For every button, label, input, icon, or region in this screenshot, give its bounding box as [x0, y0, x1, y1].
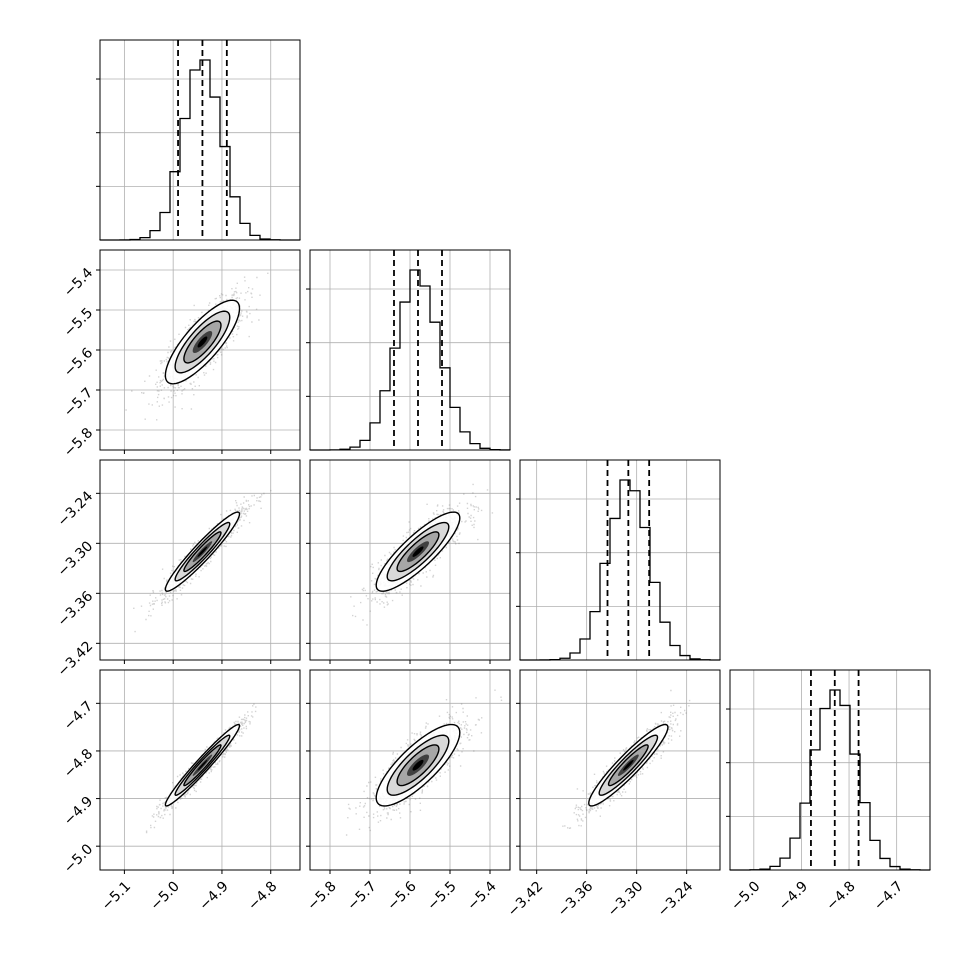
scatter-frame-2-1: [309, 459, 511, 661]
scatter-frame-3-1: [309, 669, 511, 871]
x-tick-label-1-2: −5.6: [384, 878, 419, 913]
x-tick-label-0-2: −4.9: [196, 878, 231, 913]
contour-0: [164, 723, 241, 807]
x-tick-label-3-0: −5.0: [728, 878, 763, 913]
contour-1: [174, 310, 231, 374]
scatter-panel-1-0: [96, 249, 301, 454]
x-tick-label-1-4: −5.4: [464, 878, 499, 913]
x-tick-label-0-3: −4.8: [245, 878, 280, 913]
x-tick-label-2-1: −3.36: [555, 878, 597, 920]
y-tick-label-3-0: −5.0: [61, 841, 96, 876]
y-tick-label-3-1: −4.9: [61, 794, 96, 829]
histogram-frame-1: [309, 249, 511, 451]
contour-2: [183, 531, 222, 573]
histogram-frame-3: [729, 669, 931, 871]
scatter-frame-3-2: [519, 669, 721, 871]
contour-0: [588, 723, 669, 807]
contour-2: [396, 744, 440, 787]
scatter-frame-2-0: [99, 459, 301, 661]
scatter-frame-3-0: [99, 669, 301, 871]
y-tick-label-3-3: −4.7: [61, 698, 96, 733]
x-tick-label-0-0: −5.1: [99, 878, 134, 913]
contour-1: [174, 734, 231, 796]
x-tick-label-1-1: −5.7: [344, 878, 379, 913]
histogram-panel-3: [726, 669, 931, 871]
contour-1: [386, 734, 450, 796]
x-tick-label-3-3: −4.7: [871, 878, 906, 913]
scatter-frame-1-0: [99, 249, 301, 451]
histogram-2: [519, 479, 721, 661]
contour-0: [375, 723, 461, 807]
histogram-panel-0: [96, 39, 301, 241]
y-tick-label-1-0: −5.8: [61, 425, 96, 460]
contour-1: [174, 521, 231, 582]
contour-2: [607, 744, 649, 787]
x-tick-label-3-2: −4.8: [823, 878, 858, 913]
x-tick-label-1-0: −5.8: [304, 878, 339, 913]
contour-0: [164, 511, 241, 592]
histogram-3: [729, 689, 931, 871]
contour-2: [183, 744, 222, 787]
x-tick-label-2-3: −3.24: [655, 878, 697, 920]
scatter-panel-2-0: [96, 459, 301, 664]
y-tick-label-1-1: −5.7: [61, 385, 96, 420]
scatter-panel-3-0: [96, 669, 301, 874]
x-tick-label-3-1: −4.9: [776, 878, 811, 913]
histogram-1: [309, 269, 511, 451]
y-tick-label-2-3: −3.24: [55, 488, 97, 530]
x-tick-label-2-0: −3.42: [505, 878, 547, 920]
histogram-frame-2: [519, 459, 721, 661]
histogram-0: [99, 59, 301, 241]
contour-1: [386, 521, 450, 582]
x-tick-label-1-3: −5.5: [424, 878, 459, 913]
contour-1: [598, 734, 659, 796]
y-tick-label-1-4: −5.4: [61, 265, 96, 300]
contour-2: [396, 531, 440, 573]
contour-2: [183, 320, 222, 364]
y-tick-label-2-2: −3.30: [55, 538, 97, 580]
scatter-panel-2-1: [306, 459, 511, 664]
y-tick-label-2-1: −3.36: [55, 588, 97, 630]
x-tick-label-0-1: −5.0: [148, 878, 183, 913]
y-tick-label-1-2: −5.6: [61, 345, 96, 380]
y-tick-label-3-2: −4.8: [61, 746, 96, 781]
scatter-panel-3-1: [306, 669, 511, 874]
scatter-panel-3-2: [516, 669, 721, 874]
histogram-frame-0: [99, 39, 301, 241]
contour-0: [375, 511, 461, 592]
histogram-panel-2: [516, 459, 721, 661]
histogram-panel-1: [306, 249, 511, 451]
x-tick-label-2-2: −3.30: [605, 878, 647, 920]
y-tick-label-2-0: −3.42: [55, 638, 97, 680]
contour-0: [164, 299, 241, 385]
y-tick-label-1-3: −5.5: [61, 305, 96, 340]
